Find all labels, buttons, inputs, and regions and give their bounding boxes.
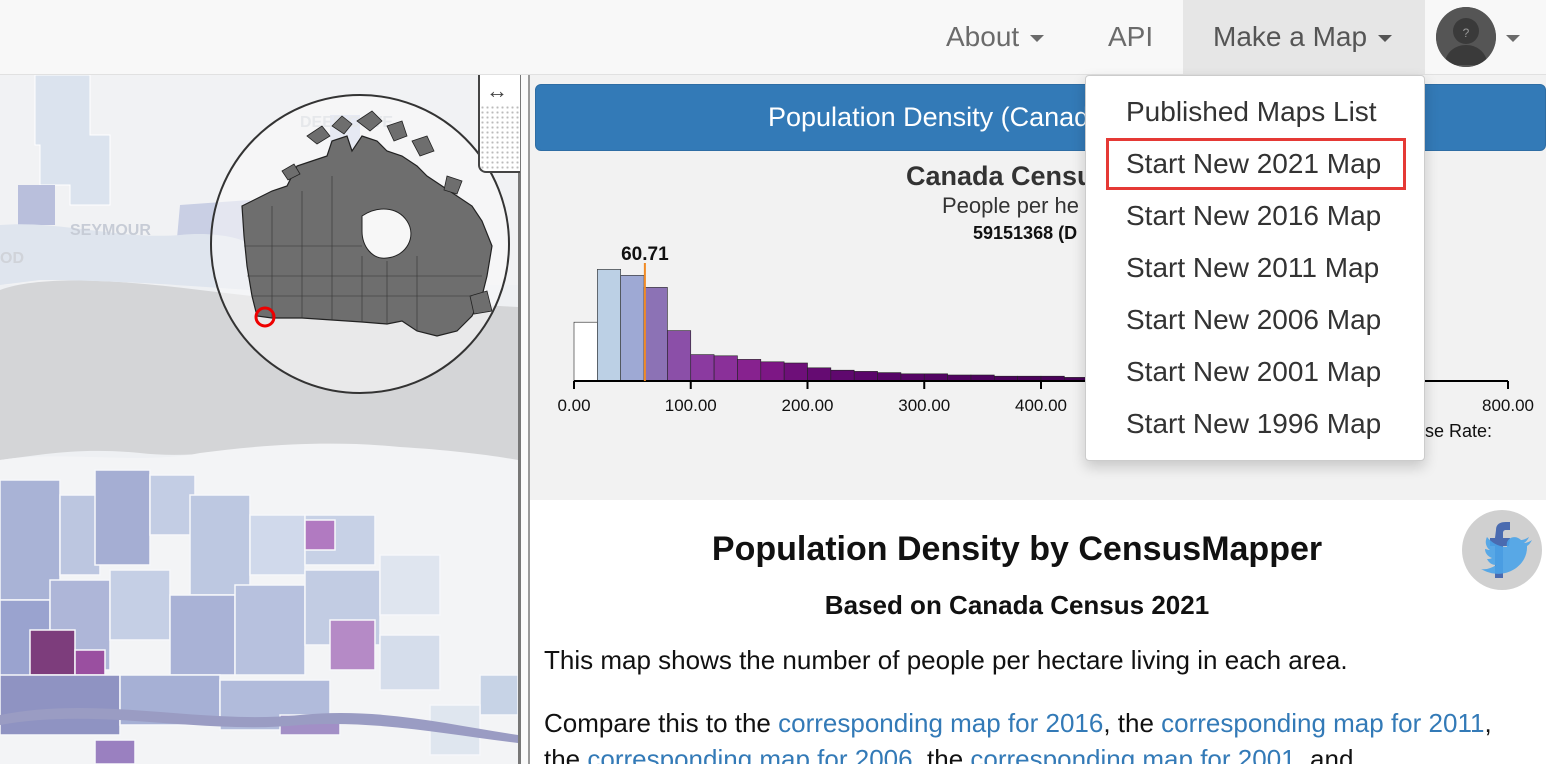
menu-item-new-2011-map[interactable]: Start New 2011 Map xyxy=(1126,252,1380,283)
compare-suffix: , and xyxy=(1295,744,1354,764)
avatar[interactable]: ? xyxy=(1436,7,1496,67)
nav-make-map-label[interactable]: Make a Map xyxy=(1213,21,1368,52)
nav-api-label[interactable]: API xyxy=(1108,21,1154,52)
histogram-bar xyxy=(830,369,855,382)
histogram-bar xyxy=(923,373,948,382)
link-map-2016[interactable]: corresponding map for 2016 xyxy=(778,708,1104,738)
histogram-bar xyxy=(713,355,738,382)
article-paragraph-compare: Compare this to the corresponding map fo… xyxy=(544,705,1534,764)
chevron-down-icon[interactable] xyxy=(1506,35,1520,42)
x-tick-label: 100.00 xyxy=(665,396,717,415)
menu-item-new-2006-map[interactable]: Start New 2006 Map xyxy=(1126,304,1382,335)
facebook-twitter-icon[interactable] xyxy=(1462,510,1542,590)
panel-divider[interactable] xyxy=(518,75,530,764)
nav-make-map-dropdown[interactable]: Make a Map xyxy=(1183,0,1425,74)
resize-handle[interactable]: ↔ xyxy=(478,75,520,173)
article: Population Density by CensusMapper Based… xyxy=(544,500,1534,764)
article-paragraph: This map shows the number of people per … xyxy=(544,645,1348,675)
menu-item-published-maps[interactable]: Published Maps List xyxy=(1126,96,1377,127)
x-tick-label: 200.00 xyxy=(782,396,834,415)
navbar: About API Make a Map ? xyxy=(0,0,1546,75)
nav-api-link[interactable]: API xyxy=(1108,0,1153,74)
histogram-bar xyxy=(573,321,598,382)
histogram-bar xyxy=(690,354,715,382)
histogram-bar xyxy=(760,361,785,382)
histogram-bar xyxy=(900,373,925,382)
histogram-bar xyxy=(597,269,621,382)
location-marker-icon xyxy=(254,306,276,328)
chart-subtitle: People per he xyxy=(942,193,1079,218)
resize-arrows-icon[interactable]: ↔ xyxy=(486,78,508,103)
map-label-od: OD xyxy=(0,250,24,267)
menu-item-new-2021-map[interactable]: Start New 2021 Map xyxy=(1106,138,1406,190)
histogram: 0.00 100.00 200.00 300.00 400.00 800.00 60.71 xyxy=(557,244,1534,415)
nav-about-label[interactable]: About xyxy=(946,21,1020,52)
histogram-bar xyxy=(807,367,832,382)
canada-map-icon xyxy=(241,110,493,337)
median-marker-label: 60.71 xyxy=(621,244,669,265)
histogram-bar xyxy=(877,372,902,382)
histogram-bar xyxy=(643,287,668,382)
user-silhouette-icon: ? xyxy=(1436,7,1496,67)
menu-item-new-2016-map[interactable]: Start New 2016 Map xyxy=(1126,200,1382,231)
compare-text: Compare this to the xyxy=(544,708,779,738)
x-tick-label: 800.00 xyxy=(1482,396,1534,415)
nav-about-dropdown[interactable]: About xyxy=(946,0,1045,74)
histogram-bar xyxy=(783,362,808,382)
compare-separator: , the xyxy=(912,744,971,764)
histogram-bar xyxy=(667,330,692,382)
chart-count: 59151368 (D xyxy=(973,223,1078,243)
avatar-glyph: ? xyxy=(1463,26,1470,40)
x-tick-label: 400.00 xyxy=(1015,396,1067,415)
rate-label: se Rate: xyxy=(1425,421,1493,441)
chevron-down-icon[interactable] xyxy=(1030,35,1045,42)
article-title: Population Density by CensusMapper xyxy=(711,530,1323,568)
chevron-down-icon[interactable] xyxy=(1378,35,1393,42)
link-map-2006[interactable]: corresponding map for 2006 xyxy=(587,744,913,764)
histogram-bar xyxy=(620,275,645,382)
social-share-button[interactable] xyxy=(1462,510,1542,590)
menu-item-new-1996-map[interactable]: Start New 1996 Map xyxy=(1126,408,1382,439)
compare-separator: , the xyxy=(1103,708,1162,738)
menu-item-new-2001-map[interactable]: Start New 2001 Map xyxy=(1126,356,1382,387)
canada-inset-map xyxy=(210,94,510,394)
link-map-2001[interactable]: corresponding map for 2001 xyxy=(970,744,1296,764)
link-map-2011[interactable]: corresponding map for 2011 xyxy=(1161,708,1485,738)
user-menu[interactable]: ? xyxy=(1436,0,1520,74)
chart-title: Canada Censu xyxy=(906,161,1094,191)
x-tick-label: 0.00 xyxy=(557,396,590,415)
histogram-bar xyxy=(853,371,878,382)
histogram-bar xyxy=(737,359,762,382)
x-tick-label: 300.00 xyxy=(898,396,950,415)
make-map-dropdown-menu: Published Maps List Start New 2021 Map S… xyxy=(1085,75,1425,461)
compare-separator: , the xyxy=(544,708,1492,764)
map-label-seymour: SEYMOUR xyxy=(70,222,151,239)
article-subtitle: Based on Canada Census 2021 xyxy=(824,590,1210,620)
